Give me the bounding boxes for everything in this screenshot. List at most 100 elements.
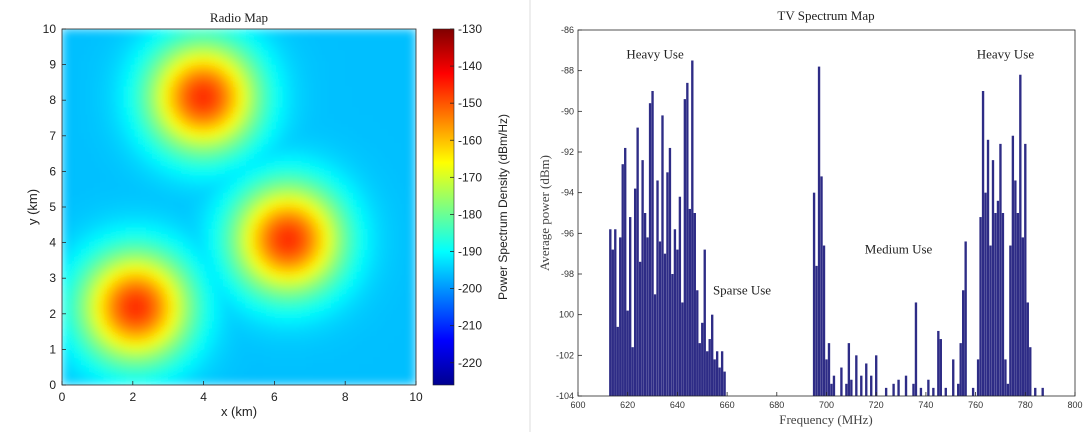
heatmap-cell bbox=[337, 277, 346, 286]
heatmap-cell bbox=[118, 377, 127, 385]
heatmap-cell bbox=[203, 64, 212, 73]
heatmap-cell bbox=[259, 227, 268, 236]
heatmap-cell bbox=[82, 113, 91, 123]
heatmap-cell bbox=[89, 341, 98, 350]
heatmap-cell bbox=[125, 320, 134, 329]
spectrum-bar bbox=[715, 351, 719, 396]
heatmap-cell bbox=[125, 185, 134, 194]
heatmap-cell bbox=[217, 227, 226, 236]
heatmap-x-tick-label: 2 bbox=[129, 390, 136, 404]
heatmap-cell bbox=[210, 234, 219, 244]
heatmap-cell bbox=[103, 206, 113, 215]
heatmap-cell bbox=[288, 291, 297, 301]
heatmap-cell bbox=[181, 106, 190, 115]
heatmap-cell bbox=[181, 49, 190, 58]
heatmap-cell bbox=[252, 334, 261, 343]
heatmap-cell bbox=[273, 135, 282, 144]
heatmap-cell bbox=[82, 249, 91, 258]
heatmap-cell bbox=[210, 213, 219, 222]
heatmap-cell bbox=[231, 220, 240, 229]
heatmap-cell bbox=[373, 249, 382, 258]
heatmap-cell bbox=[387, 142, 396, 151]
heatmap-cell bbox=[323, 256, 332, 265]
heatmap-cell bbox=[89, 220, 98, 229]
heatmap-cell bbox=[188, 99, 198, 108]
heatmap-cell bbox=[266, 256, 275, 265]
heatmap-cell bbox=[210, 29, 219, 37]
spectrum-bar bbox=[1024, 143, 1027, 396]
heatmap-cell bbox=[365, 135, 375, 144]
heatmap-cell bbox=[273, 42, 282, 51]
heatmap-cell bbox=[174, 348, 183, 358]
heatmap-cell bbox=[330, 263, 339, 272]
heatmap-cell bbox=[252, 327, 261, 336]
heatmap-cell bbox=[259, 78, 268, 87]
heatmap-cell bbox=[316, 78, 325, 87]
heatmap-cell bbox=[309, 299, 318, 308]
heatmap-cell bbox=[365, 334, 375, 343]
heatmap-cell bbox=[316, 113, 325, 123]
heatmap-cell bbox=[111, 35, 120, 44]
heatmap-cell bbox=[316, 234, 325, 244]
heatmap-cell bbox=[358, 163, 367, 172]
heatmap-cell bbox=[394, 42, 403, 51]
heatmap-cell bbox=[245, 92, 254, 101]
heatmap-cell bbox=[196, 341, 205, 350]
heatmap-cell bbox=[351, 277, 360, 286]
heatmap-cell bbox=[174, 185, 183, 194]
heatmap-cell bbox=[111, 192, 120, 201]
heatmap-cell bbox=[280, 363, 290, 372]
heatmap-cell bbox=[238, 185, 247, 194]
heatmap-cell bbox=[125, 363, 134, 372]
heatmap-cell bbox=[337, 49, 346, 58]
heatmap-cell bbox=[96, 156, 105, 165]
spectrum-bar bbox=[651, 91, 654, 396]
heatmap-cell bbox=[203, 35, 212, 44]
heatmap-cell bbox=[337, 334, 346, 343]
heatmap-cell bbox=[288, 270, 297, 279]
heatmap-cell bbox=[394, 377, 403, 385]
heatmap-cell bbox=[408, 192, 416, 201]
heatmap-cell bbox=[273, 249, 282, 258]
heatmap-cell bbox=[380, 199, 389, 208]
heatmap-cell bbox=[75, 370, 84, 379]
heatmap-cell bbox=[174, 128, 183, 137]
heatmap-cell bbox=[167, 256, 176, 265]
heatmap-cell bbox=[217, 142, 226, 151]
heatmap-cell bbox=[330, 113, 339, 123]
heatmap-cell bbox=[295, 313, 304, 322]
heatmap-cell bbox=[224, 277, 233, 286]
heatmap-cell bbox=[103, 78, 113, 87]
heatmap-cell bbox=[373, 341, 382, 350]
heatmap-cell bbox=[231, 370, 240, 379]
heatmap-cell bbox=[75, 49, 84, 58]
heatmap-cell bbox=[146, 178, 155, 187]
heatmap-cell bbox=[196, 356, 205, 365]
heatmap-cell bbox=[96, 356, 105, 365]
heatmap-cell bbox=[89, 56, 98, 66]
heatmap-cell bbox=[82, 213, 91, 222]
heatmap-cell bbox=[62, 270, 70, 279]
heatmap-cell bbox=[231, 199, 240, 208]
heatmap-cell bbox=[273, 270, 282, 279]
heatmap-cell bbox=[181, 263, 190, 272]
heatmap-cell bbox=[103, 199, 113, 208]
heatmap-cell bbox=[302, 306, 311, 315]
heatmap-cell bbox=[217, 64, 226, 73]
heatmap-cell bbox=[62, 291, 70, 301]
heatmap-cell bbox=[181, 370, 190, 379]
heatmap-cell bbox=[238, 270, 247, 279]
heatmap-cell bbox=[351, 170, 360, 180]
heatmap-cell bbox=[330, 71, 339, 80]
heatmap-cell bbox=[316, 313, 325, 322]
heatmap-cell bbox=[380, 149, 389, 158]
heatmap-cell bbox=[181, 363, 190, 372]
heatmap-cell bbox=[288, 92, 297, 101]
heatmap-cell bbox=[373, 29, 382, 37]
heatmap-cell bbox=[380, 121, 389, 130]
heatmap-cell bbox=[139, 135, 148, 144]
heatmap-cell bbox=[401, 71, 410, 80]
heatmap-cell bbox=[139, 313, 148, 322]
heatmap-cell bbox=[118, 42, 127, 51]
heatmap-cell bbox=[153, 185, 162, 194]
